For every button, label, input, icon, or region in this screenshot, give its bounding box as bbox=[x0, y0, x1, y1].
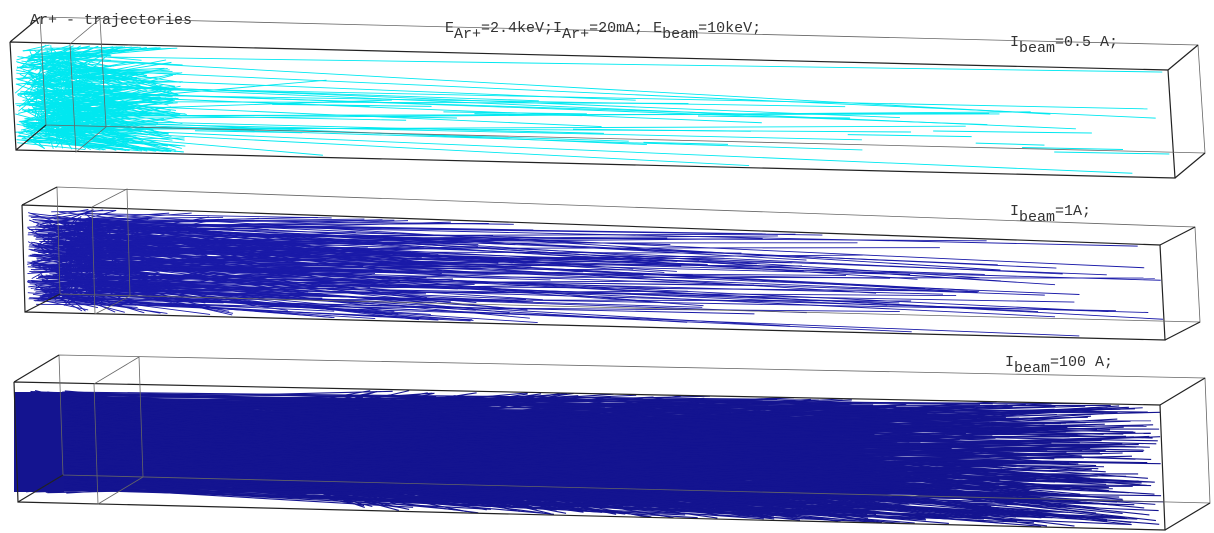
box-edge bbox=[1165, 503, 1210, 530]
trajectory bbox=[59, 56, 1162, 72]
page: Ar+ - trajectories EAr+=2.4keV;IAr+=20mA… bbox=[0, 0, 1214, 533]
value: =100 A; bbox=[1050, 354, 1113, 371]
subscript: beam bbox=[1014, 360, 1050, 377]
trajectory bbox=[67, 128, 1133, 173]
value: =2.4keV; bbox=[481, 20, 553, 37]
trajectory bbox=[698, 116, 850, 118]
title: Ar+ - trajectories bbox=[30, 12, 192, 29]
trajectory bbox=[67, 296, 1079, 336]
symbol: I bbox=[553, 20, 562, 37]
value: =1A; bbox=[1055, 203, 1091, 220]
trajectory bbox=[1054, 152, 1169, 154]
beam-core bbox=[14, 392, 64, 492]
subscript: Ar+ bbox=[562, 26, 589, 43]
box-edge bbox=[1175, 153, 1205, 178]
box-edge bbox=[22, 187, 57, 205]
figure: Ar+ - trajectories EAr+=2.4keV;IAr+=20mA… bbox=[0, 0, 1214, 533]
trajectories bbox=[14, 45, 1169, 526]
panel-label: Ibeam=0.5 A; bbox=[1010, 34, 1118, 57]
symbol: I bbox=[1010, 34, 1019, 51]
subscript: beam bbox=[1019, 40, 1055, 57]
trajectory bbox=[848, 135, 972, 137]
parameters: EAr+=2.4keV;IAr+=20mA;Ebeam=10keV; bbox=[445, 20, 761, 43]
box-edge bbox=[1165, 322, 1200, 340]
subscript: Ar+ bbox=[454, 26, 481, 43]
panel-label: Ibeam=100 A; bbox=[1005, 354, 1113, 377]
symbol: I bbox=[1010, 203, 1019, 220]
box-edge bbox=[1160, 378, 1205, 405]
symbol: E bbox=[445, 20, 454, 37]
subscript: beam bbox=[662, 26, 698, 43]
trajectory bbox=[933, 131, 1092, 133]
trajectory bbox=[443, 112, 586, 114]
symbol: E bbox=[653, 20, 662, 37]
box-edge bbox=[14, 355, 59, 382]
subscript: beam bbox=[1019, 209, 1055, 226]
trajectory bbox=[976, 143, 1045, 145]
box-edge bbox=[1160, 227, 1195, 245]
value: =20mA; bbox=[589, 20, 643, 37]
value: =10keV; bbox=[698, 20, 761, 37]
value: =0.5 A; bbox=[1055, 34, 1118, 51]
symbol: I bbox=[1005, 354, 1014, 371]
box-edge bbox=[1168, 45, 1198, 70]
